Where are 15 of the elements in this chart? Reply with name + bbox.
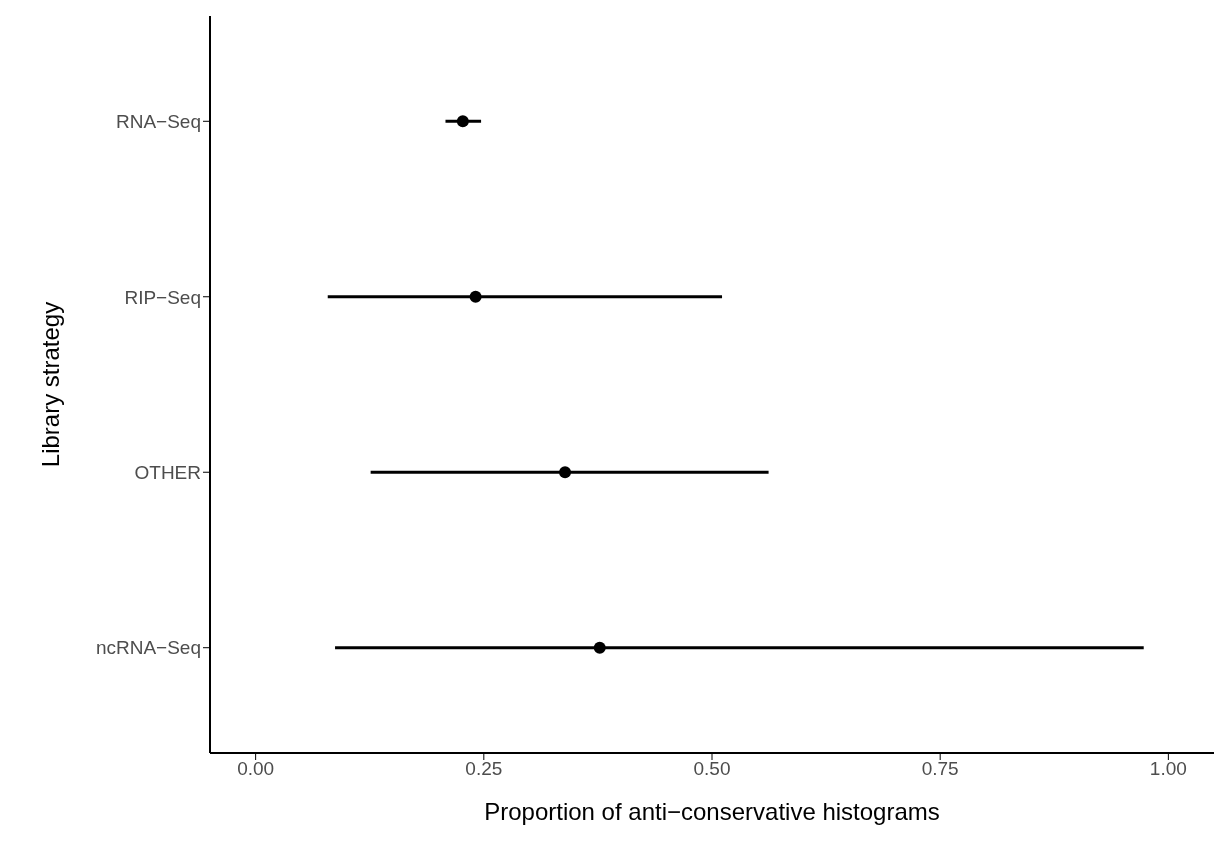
y-axis-title: Library strategy: [36, 301, 64, 468]
point: [469, 290, 482, 303]
x-axis-title: Proportion of anti−conservative histograms: [484, 798, 940, 825]
point: [593, 641, 606, 654]
x-tick-label: 0.00: [237, 758, 275, 780]
y-tick-label: OTHER: [134, 461, 201, 483]
x-tick-label: 1.00: [1149, 758, 1187, 780]
y-tick-label: RIP−Seq: [124, 286, 201, 308]
y-tick-label: ncRNA−Seq: [95, 637, 201, 659]
point: [559, 466, 572, 479]
y-tick-label: RNA−Seq: [115, 111, 201, 133]
point: [456, 115, 469, 128]
x-tick-label: 0.25: [465, 758, 503, 780]
x-tick-label: 0.50: [693, 758, 731, 780]
x-tick-label: 0.75: [921, 758, 959, 780]
